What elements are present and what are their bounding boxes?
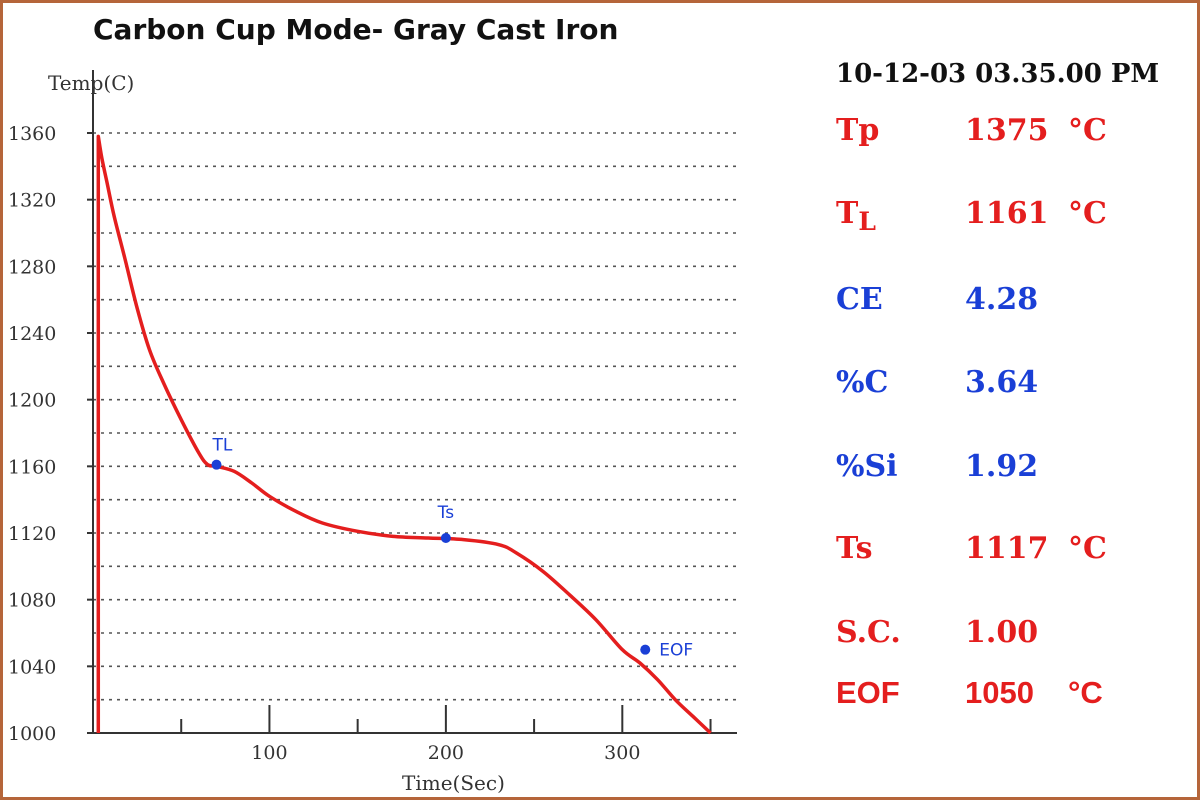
marker-point-ts <box>441 533 451 543</box>
y-tick-label-1160: 1160 <box>8 456 56 478</box>
x-axis-label: Time(Sec) <box>402 771 505 795</box>
x-tick-label-300: 300 <box>604 742 640 764</box>
marker-point-tl <box>212 460 222 470</box>
x-tick-label-200: 200 <box>428 742 464 764</box>
x-tick-label-100: 100 <box>251 742 287 764</box>
y-tick-label-1360: 1360 <box>8 123 56 145</box>
marker-label-eof: EOF <box>659 641 693 661</box>
y-axis-label: Temp(C) <box>48 71 134 95</box>
marker-label-tl: TL <box>212 436 233 456</box>
y-tick-label-1320: 1320 <box>8 190 56 212</box>
y-tick-label-1200: 1200 <box>8 390 56 412</box>
y-tick-label-1280: 1280 <box>8 256 56 278</box>
marker-label-ts: Ts <box>437 503 455 523</box>
y-tick-label-1000: 1000 <box>8 723 56 745</box>
y-tick-label-1120: 1120 <box>8 523 56 545</box>
marker-point-eof <box>640 645 650 655</box>
cooling-curve-line <box>98 136 710 733</box>
y-tick-label-1080: 1080 <box>8 590 56 612</box>
y-tick-label-1040: 1040 <box>8 656 56 678</box>
y-tick-label-1240: 1240 <box>8 323 56 345</box>
